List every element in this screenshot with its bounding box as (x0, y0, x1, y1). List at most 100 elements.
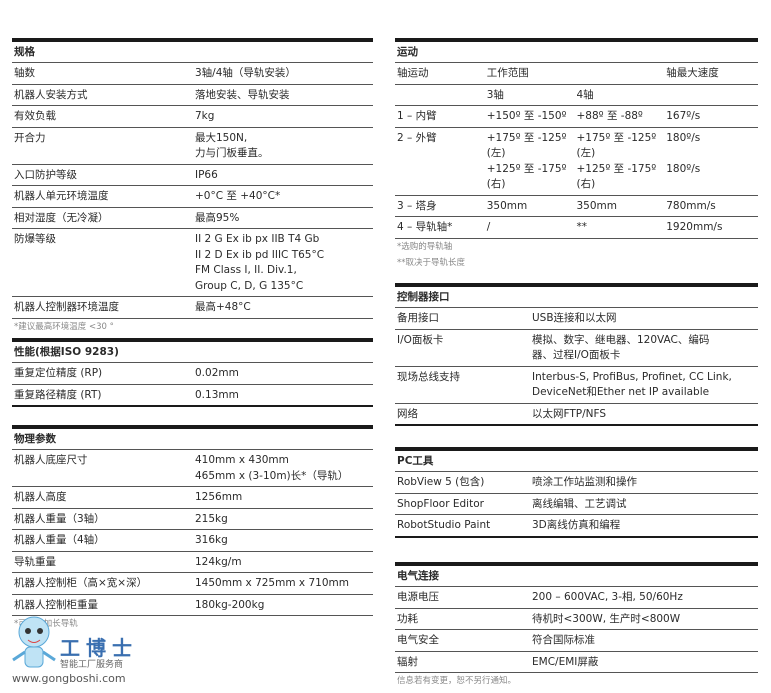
row-value: IP66 (195, 168, 218, 181)
row-value: II 2 G Ex ib px IIB T4 Gb II 2 D Ex ib p… (195, 233, 325, 292)
table-row: 机器人高度 1256mm (12, 487, 373, 509)
row-label: 1 – 内臂 (397, 110, 437, 122)
row-value: +88º 至 -88º (576, 110, 643, 122)
section-title: 物理参数 (12, 429, 373, 450)
row-value: Interbus-S, ProfiBus, Profinet, CC Link,… (532, 370, 732, 399)
row-label: 网络 (397, 407, 418, 420)
table-row: 轴运动 工作范围 轴最大速度 (395, 63, 758, 85)
row-label: 机器人安装方式 (14, 88, 88, 101)
row-value: ** (576, 221, 588, 233)
table-row: 开合力 最大150N, 力与门板垂直。 (12, 128, 373, 165)
row-label: 机器人控制柜重量 (14, 598, 98, 611)
row-value: 最高+48°C (195, 301, 251, 313)
row-value: 1256mm (195, 491, 243, 503)
row-value: 3轴/4轴（导轨安装） (195, 67, 296, 79)
table-row: 相对湿度（无冷凝） 最高95% (12, 208, 373, 229)
watermark-logo: 工博士 智能工厂服务商 www.gongboshi.com (10, 612, 170, 692)
row-value: 215kg (195, 512, 228, 525)
row-value: 以太网FTP/NFS (532, 407, 607, 420)
section: 电气连接电源电压 200 – 600VAC, 3-相, 50/60Hz 功耗 待机时<… (395, 562, 758, 689)
row-value: EMC/EMI屏蔽 (532, 655, 599, 668)
table-row: 机器人重量（4轴） 316kg (12, 530, 373, 552)
row-value: 0.13mm (195, 388, 239, 401)
row-label: 现场总线支持 (397, 370, 460, 383)
row-label: 轴运动 (397, 67, 429, 79)
row-value: 3D离线仿真和编程 (532, 519, 621, 531)
row-label: 机器人单元环境温度 (14, 190, 109, 202)
table-row: 电气安全 符合国际标准 (395, 630, 758, 652)
table-row: RobView 5 (包含) 喷涂工作站监测和操作 (395, 472, 758, 494)
table-row: 防爆等级 II 2 G Ex ib px IIB T4 Gb II 2 D Ex … (12, 229, 373, 297)
row-value: +175º 至 -125º (左) +125º 至 -175º (右) (576, 131, 657, 191)
row-value: 200 – 600VAC, 3-相, 50/60Hz (532, 591, 683, 603)
row-value: 符合国际标准 (532, 634, 595, 646)
row-value: 最高95% (195, 211, 240, 224)
table-row: 4 – 导轨轴* / ** 1920mm/s (395, 217, 758, 239)
row-label: 电源电压 (397, 591, 439, 603)
row-label: 机器人重量（4轴） (14, 534, 105, 546)
table-row: 现场总线支持 Interbus-S, ProfiBus, Profinet, CC… (395, 367, 758, 404)
table-row: 机器人控制柜（高×宽×深） 1450mm x 725mm x 710mm (12, 573, 373, 595)
row-label: 3 – 塔身 (397, 199, 437, 212)
table-row: 电源电压 200 – 600VAC, 3-相, 50/60Hz (395, 587, 758, 609)
row-label: 机器人控制器环境温度 (14, 301, 119, 313)
mascot-icon (12, 616, 56, 668)
watermark-tagline: 智能工厂服务商 (60, 660, 124, 670)
row-value: 轴最大速度 (666, 67, 719, 79)
section-title: 性能(根据ISO 9283) (12, 342, 373, 363)
row-label (397, 88, 487, 104)
section-title: 规格 (12, 42, 373, 63)
footnote: *建议最高环境温度 <30 ° (14, 321, 114, 332)
row-value: 模拟、数字、继电器、120VAC、编码 器、过程I/O面板卡 (532, 333, 710, 362)
table-row: 备用接口 USB连接和以太网 (395, 308, 758, 330)
row-value: 180º/s 180º/s (666, 131, 701, 175)
row-label: 机器人重量（3轴） (14, 512, 105, 525)
row-label: 相对湿度（无冷凝） (14, 211, 109, 224)
row-label: 轴数 (14, 67, 35, 79)
row-value: 1920mm/s (666, 221, 723, 233)
row-value: 落地安装、导轨安装 (195, 88, 290, 101)
row-value: 350mm (486, 199, 528, 212)
table-row: 轴数 3轴/4轴（导轨安装） (12, 63, 373, 85)
row-value: +175º 至 -125º (左) +125º 至 -175º (右) (486, 131, 567, 191)
row-value: 3轴 (486, 88, 504, 101)
row-value: 7kg (195, 110, 215, 122)
row-label: 开合力 (14, 131, 46, 144)
row-value: 0.02mm (195, 367, 239, 379)
row-value: 工作范围 (486, 67, 529, 79)
row-label: 机器人高度 (14, 491, 67, 503)
table-row: 3轴 4轴 (395, 85, 758, 106)
row-label: 备用接口 (397, 312, 439, 324)
row-value: +0°C 至 +40°C* (195, 190, 281, 202)
table-row: 功耗 待机时<300W, 生产时<800W (395, 609, 758, 630)
row-value: 1450mm x 725mm x 710mm (195, 577, 349, 589)
table-row: 重复路径精度 (RT) 0.13mm (12, 385, 373, 407)
table-row: 机器人底座尺寸 410mm x 430mm 465mm x (3-10m)长*（导… (12, 450, 373, 487)
row-value: 180kg-200kg (195, 598, 265, 611)
table-row: 机器人重量（3轴） 215kg (12, 509, 373, 530)
row-label: 2 – 外臂 (397, 131, 437, 144)
section: 性能(根据ISO 9283) 重复定位精度 (RP) 0.02mm 重复路径精度 (R… (12, 338, 373, 407)
row-label: 导轨重量 (14, 555, 56, 568)
row-label: 重复路径精度 (RT) (14, 388, 102, 401)
row-label: RobotStudio Paint (397, 519, 491, 531)
section-title: 控制器接口 (395, 287, 758, 308)
row-label: 辐射 (397, 655, 418, 668)
table-row: 1 – 内臂 +150º 至 -150º +88º 至 -88º 167º/s (395, 106, 758, 128)
section: PC工具 RobView 5 (包含) 喷涂工作站监测和操作 ShopFloor Ed… (395, 447, 758, 538)
footnote: *选购的导轨轴 (397, 241, 453, 252)
section: 运动 轴运动 工作范围 轴最大速度 3轴 4轴 1 – 内臂 +150º 至 -150º +88… (395, 38, 758, 271)
row-label: I/O面板卡 (397, 333, 444, 346)
row-value (577, 66, 667, 82)
section-title: 电气连接 (395, 566, 758, 587)
table-row: 3 – 塔身 350mm 350mm 780mm/s (395, 196, 758, 217)
row-value: USB连接和以太网 (532, 312, 617, 324)
row-value: +150º 至 -150º (486, 110, 567, 122)
table-row: 网络 以太网FTP/NFS (395, 404, 758, 426)
row-label: 机器人控制柜（高×宽×深） (14, 577, 148, 589)
row-value (666, 88, 756, 104)
table-row: 辐射 EMC/EMI屏蔽 (395, 652, 758, 673)
table-row: 有效负载 7kg (12, 106, 373, 128)
row-label: 机器人底座尺寸 (14, 454, 88, 466)
section: 规格 轴数 3轴/4轴（导轨安装） 机器人安装方式 落地安装、导轨安装 有效负载 7kg 开合… (12, 38, 373, 335)
